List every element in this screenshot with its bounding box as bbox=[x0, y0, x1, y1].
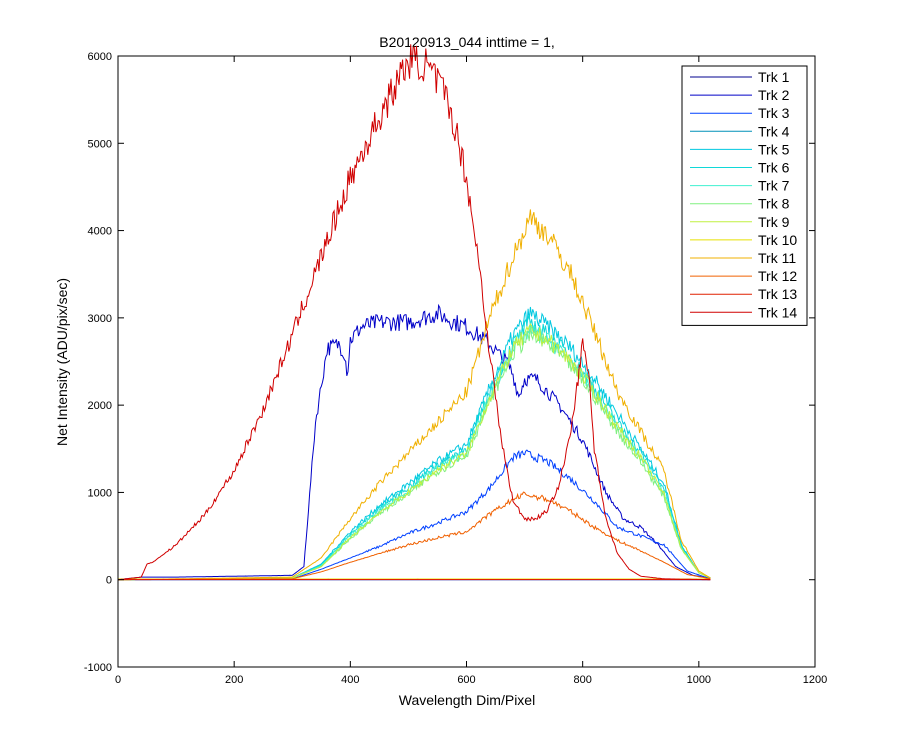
y-tick-label: 6000 bbox=[88, 51, 112, 63]
x-tick-label: 800 bbox=[573, 674, 591, 686]
series-line-trk-12 bbox=[118, 491, 711, 581]
series-line-trk-2 bbox=[117, 303, 711, 581]
legend-label: Trk 11 bbox=[758, 250, 796, 266]
series-line-trk-8 bbox=[118, 326, 711, 581]
x-tick-label: 1000 bbox=[687, 674, 711, 686]
y-tick-label: 2000 bbox=[88, 400, 112, 412]
x-tick-label: 200 bbox=[225, 674, 243, 686]
legend-label: Trk 5 bbox=[758, 141, 790, 157]
x-tick-label: 400 bbox=[341, 674, 359, 686]
y-tick-label: 3000 bbox=[88, 313, 112, 325]
legend-label: Trk 8 bbox=[758, 196, 790, 212]
legend-label: Trk 1 bbox=[758, 69, 790, 85]
legend-box bbox=[681, 65, 808, 326]
series-line-trk-5 bbox=[118, 306, 711, 581]
x-tick-label: 600 bbox=[457, 674, 475, 686]
y-tick-label: 4000 bbox=[88, 226, 112, 238]
series-line-trk-6 bbox=[118, 314, 711, 581]
plot-area bbox=[117, 44, 711, 581]
y-tick-label: 5000 bbox=[88, 138, 112, 150]
chart-title: B20120913_044 inttime = 1, bbox=[379, 34, 555, 50]
legend-label: Trk 9 bbox=[758, 214, 790, 230]
legend-label: Trk 14 bbox=[758, 304, 797, 320]
series-line-trk-11 bbox=[118, 209, 711, 581]
y-tick-label: 1000 bbox=[88, 487, 112, 499]
x-axis-label: Wavelength Dim/Pixel bbox=[399, 692, 535, 708]
y-tick-label: 0 bbox=[106, 575, 112, 587]
x-tick-label: 1200 bbox=[803, 674, 827, 686]
y-tick-label: -1000 bbox=[84, 662, 112, 674]
legend-label: Trk 7 bbox=[758, 178, 790, 194]
legend-label: Trk 12 bbox=[758, 268, 797, 284]
x-tick-label: 0 bbox=[115, 674, 121, 686]
y-axis-label: Net Intensity (ADU/pix/sec) bbox=[54, 278, 70, 446]
series-line-trk-7 bbox=[118, 322, 711, 581]
legend-label: Trk 10 bbox=[758, 232, 797, 248]
axes: 0 200 400 600 800 1000 1200-100001000200030004… bbox=[84, 51, 827, 686]
series-line-trk-14 bbox=[117, 44, 711, 581]
legend-label: Trk 6 bbox=[758, 160, 790, 176]
legend-label: Trk 4 bbox=[758, 123, 790, 139]
legend-label: Trk 2 bbox=[758, 87, 790, 103]
legend-label: Trk 3 bbox=[758, 105, 790, 121]
legend: Trk 1 Trk 2 Trk 3 Trk 4 Trk 5 Trk 6 Trk 7 Trk 8… bbox=[681, 65, 808, 326]
series-line-trk-9 bbox=[118, 323, 711, 581]
legend-label: Trk 13 bbox=[758, 286, 797, 302]
